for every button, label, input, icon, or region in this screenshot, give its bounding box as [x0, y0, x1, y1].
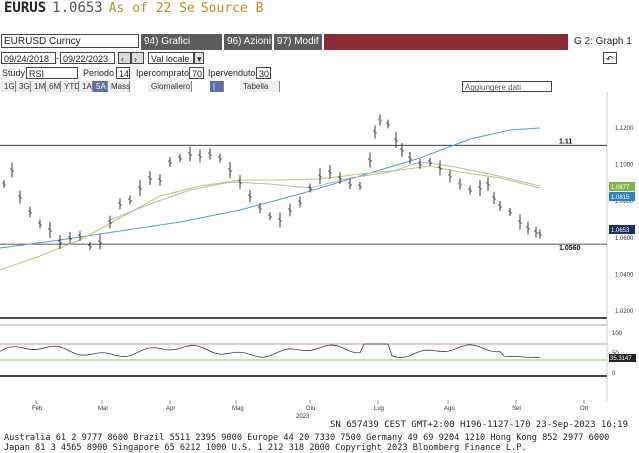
x-tick-label: Mar [98, 406, 108, 412]
chart-area: 1.1200 1.1000 1.0800 1.0600 1.0400 1.0200 1.1… [0, 92, 639, 422]
ma-a-marker-label: 1.0877 [611, 185, 630, 191]
ticker-as-of: As of 22 Se [108, 1, 195, 16]
tab-1m[interactable]: 1M [31, 81, 46, 92]
period-label: Periodo [83, 68, 115, 78]
x-tick-label: Feb [32, 406, 43, 412]
modif-menu[interactable]: 97) Modif [274, 34, 322, 50]
x-tick-label: Ago [444, 406, 455, 412]
title-banner [324, 34, 568, 50]
grafici-suggeriti-menu[interactable]: 94) Grafici suggeriti [141, 34, 222, 63]
price-tick-label: 1.0800 [615, 199, 634, 205]
currency-dropdown-icon[interactable]: ▾ [194, 52, 204, 64]
currency-select[interactable]: Val locale [148, 52, 194, 64]
price-tick-label: 1.1000 [615, 163, 634, 169]
azioni-menu[interactable]: 96) Azioni [224, 34, 272, 50]
chart-background [0, 92, 639, 422]
end-date-field[interactable]: 09/22/2023 [60, 52, 115, 64]
ticker-name: EURUS [4, 0, 47, 16]
level-label: 1.11 [559, 138, 572, 145]
rsi-tick-label: 0 [612, 371, 616, 377]
rsi-tick-label: 100 [612, 331, 623, 337]
tab-1g[interactable]: 1G [1, 81, 16, 92]
rsi-last-marker [609, 354, 636, 362]
ticker-price: 1.0653 [52, 0, 103, 16]
x-tick-label: Ott [580, 406, 588, 412]
x-tick-label: Lug [374, 406, 384, 412]
date-range-row: 09/24/2018 - 09/22/2023 ‹ › Val locale ▾… [0, 52, 639, 66]
tab-3g[interactable]: 3G [16, 81, 31, 92]
undo-icon[interactable]: ↶ [603, 52, 617, 64]
range-dash: - [56, 53, 59, 63]
graph-label: G 2: Graph 1 [574, 36, 632, 47]
oversold-field[interactable]: 30 [256, 67, 271, 79]
study-select[interactable]: RSI [26, 67, 78, 79]
rsi-line [0, 343, 541, 358]
overbought-field[interactable]: 70 [189, 67, 204, 79]
level-label: 1.0560 [559, 245, 581, 252]
price-tick-label: 1.0400 [615, 272, 634, 278]
period-tabs: 1G 3G 1M 6M YTD 1A 5A Mass Giornaliero Tabella | A… [0, 81, 639, 93]
current-price-marker-label: 1.0653 [611, 228, 630, 234]
start-date-field[interactable]: 09/24/2018 [1, 52, 56, 64]
tab-5a[interactable]: 5A [93, 81, 108, 92]
oversold-label: Ipervenduto [208, 68, 256, 78]
ma-long-line [0, 127, 541, 249]
ma-a-marker [609, 182, 635, 191]
study-row: Study RSI Periodo 14 Ipercomprato 70 Ipe… [0, 67, 639, 80]
tab-1a[interactable]: 1A [79, 81, 93, 92]
x-tick-label: Giu [306, 406, 315, 412]
price-tick-label: 1.1200 [615, 126, 634, 132]
price-tick-label: 1.0600 [615, 236, 634, 242]
toolbar: EURUSD Curncy 94) Grafici suggeriti 96) … [0, 34, 639, 63]
ma-short-line [109, 161, 541, 221]
x-tick-label: Mag [232, 406, 244, 412]
period-field[interactable]: 14 [116, 67, 130, 79]
tab-6m[interactable]: 6M [46, 81, 61, 92]
year-label: 2023 [296, 414, 310, 420]
range-next-button[interactable]: › [131, 52, 144, 64]
overbought-label: Ipercomprato [136, 68, 190, 78]
ma-b-marker [609, 192, 635, 201]
add-data-field[interactable]: Aggiungere dati [462, 81, 552, 92]
tab-mass[interactable]: Mass [108, 81, 130, 92]
security-input[interactable]: EURUSD Curncy [1, 34, 139, 48]
tab-ytd[interactable]: YTD [61, 81, 80, 92]
range-prev-button[interactable]: ‹ [118, 52, 131, 64]
price-tick-label: 1.0200 [615, 309, 634, 315]
ma-b-marker-label: 1.0815 [611, 195, 630, 201]
x-tick-label: Set [512, 406, 521, 412]
tab-tabella[interactable]: Tabella [240, 81, 280, 92]
ticker-bar: EURUS 1.0653 As of 22 Se Source B [0, 0, 639, 20]
footer-session: SN 657439 CEST GMT+2:00 H196-1127-170 23… [330, 420, 629, 430]
x-tick-label: Apr [166, 406, 175, 412]
footer-contacts: Australia 61 2 9777 8600 Brazil 5511 239… [4, 433, 610, 443]
footer-copyright: Japan 81 3 4565 8900 Singapore 65 6212 1… [4, 443, 527, 453]
study-label: Study [2, 68, 26, 78]
tab-giornaliero[interactable]: Giornaliero [148, 81, 192, 92]
rsi-last-label: 35.3147 [610, 356, 632, 362]
chart-type-icon[interactable]: | [210, 81, 224, 92]
ticker-source: Source B [200, 1, 264, 16]
current-price-marker [609, 225, 635, 234]
